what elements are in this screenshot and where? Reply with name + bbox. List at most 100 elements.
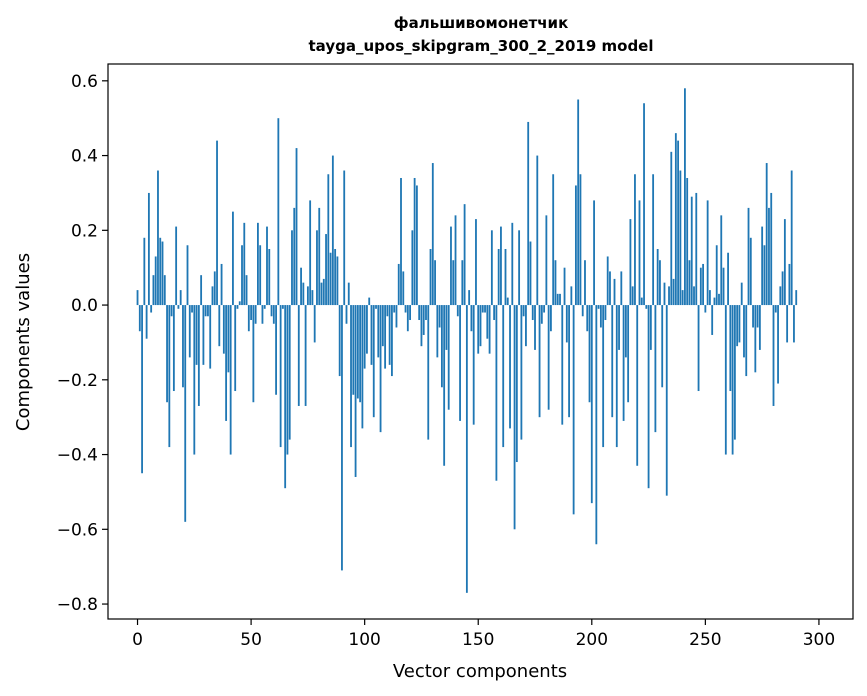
bar (241, 245, 243, 306)
bar (747, 207, 750, 306)
x-axis-label: Vector components (393, 661, 567, 682)
bar (488, 305, 491, 354)
chart-title: фальшивомонетчик (394, 14, 569, 32)
bar (513, 305, 516, 530)
bar (758, 305, 761, 350)
bar (145, 305, 148, 339)
bar (500, 226, 502, 306)
bar (295, 148, 298, 306)
bar (697, 305, 700, 392)
y-tick-label: 0.0 (71, 296, 98, 316)
bar (159, 237, 162, 306)
bar (254, 305, 257, 324)
bar (665, 305, 668, 496)
bar (527, 121, 530, 306)
bar (645, 305, 648, 309)
bar (756, 305, 759, 328)
bar (788, 263, 791, 306)
bar (138, 305, 141, 332)
bar (743, 305, 745, 358)
bar (275, 305, 277, 395)
bar (272, 305, 275, 324)
bar (684, 88, 686, 306)
bar (397, 263, 400, 306)
bar (413, 177, 416, 306)
bar (141, 305, 143, 474)
bar (404, 305, 407, 313)
bar (250, 305, 253, 321)
x-axis-ticks: 0 50 100 150 200 250 300 (132, 619, 835, 650)
bar (284, 305, 287, 489)
bar (472, 305, 475, 425)
bar (434, 260, 436, 306)
bar (325, 234, 327, 306)
bar (504, 249, 507, 306)
bar (595, 305, 598, 545)
bar (593, 200, 595, 306)
bar (568, 305, 570, 418)
bar (191, 305, 193, 313)
bar (754, 305, 757, 373)
bar (561, 305, 564, 425)
bar (320, 282, 323, 306)
bar (232, 211, 234, 306)
bar (781, 271, 784, 306)
bar (175, 226, 178, 306)
y-tick-label: 0.4 (71, 147, 98, 167)
bar (452, 260, 455, 306)
bar (463, 204, 466, 306)
bar (422, 305, 425, 335)
bar (774, 305, 777, 313)
bar (690, 196, 693, 306)
bar (579, 174, 582, 306)
bar (168, 305, 171, 448)
bar (740, 282, 743, 306)
bar (536, 155, 539, 306)
bar (291, 230, 293, 306)
bar (674, 133, 677, 306)
bar (154, 256, 157, 306)
bar (738, 305, 741, 343)
bar (184, 305, 187, 522)
x-tick-label: 100 (348, 630, 380, 650)
bar (270, 305, 273, 317)
bar (229, 305, 232, 455)
bar (618, 305, 620, 350)
bar (356, 305, 359, 399)
bar (584, 260, 586, 306)
bar (257, 222, 259, 306)
bars-group (136, 88, 798, 593)
bar (729, 305, 732, 392)
bar (620, 271, 623, 306)
bar (177, 305, 180, 309)
y-axis-ticks: −0.8 −0.6 −0.4 −0.2 0.0 0.2 0.4 0.6 (57, 72, 108, 615)
bar (281, 305, 284, 309)
bar (786, 305, 789, 343)
x-tick-label: 250 (689, 630, 721, 650)
bar (415, 185, 418, 306)
bar (316, 230, 318, 306)
bar (631, 286, 634, 306)
bar (157, 170, 159, 306)
bar (193, 305, 196, 455)
bar (534, 305, 536, 350)
bar (366, 305, 368, 354)
bar (359, 305, 362, 403)
x-tick-label: 150 (462, 630, 494, 650)
bar (509, 305, 511, 429)
bar (436, 305, 439, 358)
bar (497, 249, 500, 306)
bar (288, 305, 291, 440)
bar (724, 305, 727, 455)
plot-frame (107, 63, 854, 620)
bar (402, 271, 405, 306)
bar (388, 305, 391, 365)
bar (522, 305, 525, 317)
bar (238, 301, 241, 306)
bar (375, 305, 377, 309)
bar (577, 99, 580, 306)
bar (279, 305, 282, 448)
bar (454, 215, 457, 306)
y-tick-label: −0.6 (57, 520, 98, 540)
